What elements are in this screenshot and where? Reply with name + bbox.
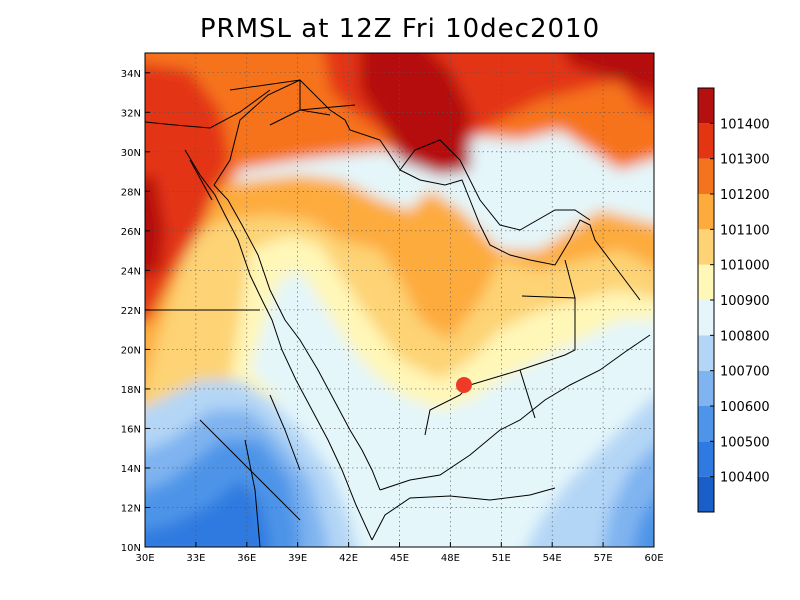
colorbar-label: 101100 <box>720 223 770 238</box>
x-tick-label: 57E <box>594 553 613 564</box>
x-tick-label: 54E <box>543 553 562 564</box>
colorbar-swatch <box>698 441 714 477</box>
x-tick-label: 39E <box>288 553 307 564</box>
band-100800 <box>250 270 654 547</box>
colorbar-label: 100900 <box>720 294 770 309</box>
colorbar-swatch <box>698 476 714 512</box>
colorbar-label: 101200 <box>720 188 770 203</box>
y-tick-label: 30N <box>121 148 141 159</box>
colorbar-swatch <box>698 123 714 159</box>
y-tick-label: 22N <box>121 306 141 317</box>
colorbar-swatch <box>698 300 714 336</box>
colorbar-label: 100500 <box>720 435 770 450</box>
band-100400 <box>145 480 270 547</box>
y-tick-label: 28N <box>121 187 141 198</box>
y-tick-label: 24N <box>121 266 141 277</box>
y-tick-label: 18N <box>121 385 141 396</box>
x-tick-label: 51E <box>492 553 511 564</box>
y-tick-label: 20N <box>121 345 141 356</box>
x-tick-label: 48E <box>441 553 460 564</box>
coastlines <box>145 79 651 541</box>
colorbar: 100400 100500 100600 100700 100800 100900 1010… <box>697 87 770 513</box>
x-tick-label: 36E <box>237 553 256 564</box>
y-tick-label: 16N <box>121 424 141 435</box>
y-tick-label: 34N <box>121 69 141 80</box>
y-tick-label: 10N <box>121 543 141 554</box>
colorbar-swatch <box>698 264 714 300</box>
colorbar-label: 100800 <box>720 329 770 344</box>
y-tick-label: 12N <box>121 503 141 514</box>
y-axis-ticks: 10N 12N 14N 16N 18N 20N 22N 24N 26N 28N 30N 32N 34N <box>121 69 150 554</box>
colorbar-label: 100600 <box>720 400 770 415</box>
colorbar-swatch <box>698 194 714 230</box>
map-title: PRMSL at 12Z Fri 10dec2010 <box>199 14 601 44</box>
colorbar-swatch <box>698 229 714 265</box>
colorbar-label: 100700 <box>720 365 770 380</box>
grid-lines <box>145 53 654 547</box>
x-axis-ticks: 30E 33E 36E 39E 42E 45E 48E 51E 54E 57E 60E <box>135 542 664 564</box>
band-101200 <box>145 53 654 332</box>
colorbar-swatch <box>698 406 714 442</box>
x-tick-label: 42E <box>339 553 358 564</box>
x-tick-label: 45E <box>390 553 409 564</box>
colorbar-label: 101000 <box>720 259 770 274</box>
colorbar-swatch <box>698 158 714 194</box>
colorbar-swatch <box>698 88 714 124</box>
x-tick-label: 33E <box>186 553 205 564</box>
y-tick-label: 32N <box>121 108 141 119</box>
colorbar-label: 101300 <box>720 153 770 168</box>
location-marker <box>455 376 472 393</box>
colorbar-label: 100400 <box>720 471 770 486</box>
y-tick-label: 14N <box>121 464 141 475</box>
x-tick-label: 60E <box>644 553 663 564</box>
colorbar-label: 101400 <box>720 117 770 132</box>
y-tick-label: 26N <box>121 227 141 238</box>
x-tick-label: 30E <box>135 553 154 564</box>
pressure-field <box>145 53 654 547</box>
borders <box>145 79 576 547</box>
colorbar-swatch <box>698 335 714 371</box>
colorbar-swatch <box>698 370 714 406</box>
band-101400 <box>145 53 654 275</box>
band-100500 <box>145 440 654 547</box>
